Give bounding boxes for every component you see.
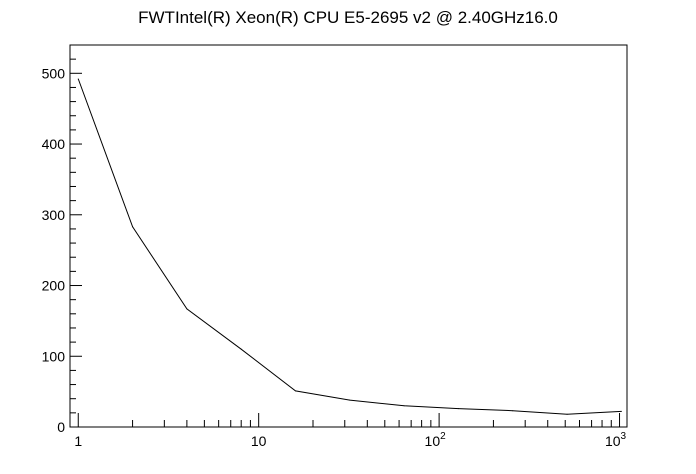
x-tick-base: 1 bbox=[74, 433, 82, 449]
data-point bbox=[186, 308, 188, 310]
series-line bbox=[77, 78, 622, 415]
x-tick-base: 10 bbox=[605, 433, 621, 449]
data-point bbox=[620, 410, 622, 412]
plot-frame bbox=[69, 44, 628, 428]
data-point bbox=[457, 408, 459, 410]
chart-title: FWTIntel(R) Xeon(R) CPU E5-2695 v2 @ 2.4… bbox=[138, 8, 558, 27]
x-axis: 1 10 102 103 bbox=[74, 413, 627, 449]
x-tick-label: 10 bbox=[251, 433, 267, 449]
y-tick-label: 400 bbox=[42, 136, 66, 152]
data-point bbox=[132, 226, 134, 228]
x-tick-label: 103 bbox=[605, 431, 627, 449]
series-layer bbox=[77, 78, 622, 415]
data-point bbox=[566, 413, 568, 415]
y-axis: 0 100 200 300 400 500 bbox=[42, 58, 82, 435]
y-tick-label: 200 bbox=[42, 278, 66, 294]
data-point bbox=[77, 78, 79, 80]
x-tick-label: 102 bbox=[425, 431, 447, 449]
y-tick-label: 500 bbox=[42, 65, 66, 81]
x-tick-label: 1 bbox=[74, 433, 82, 449]
x-tick-exponent: 3 bbox=[621, 431, 627, 442]
x-tick-exponent: 2 bbox=[440, 431, 446, 442]
x-tick-base: 10 bbox=[425, 433, 441, 449]
data-point bbox=[349, 399, 351, 401]
data-point bbox=[295, 390, 297, 392]
x-tick-base: 10 bbox=[251, 433, 267, 449]
data-point bbox=[403, 405, 405, 407]
data-point bbox=[240, 348, 242, 350]
data-point bbox=[512, 410, 514, 412]
y-tick-label: 100 bbox=[42, 348, 66, 364]
y-tick-label: 300 bbox=[42, 207, 66, 223]
y-tick-label: 0 bbox=[57, 419, 65, 435]
